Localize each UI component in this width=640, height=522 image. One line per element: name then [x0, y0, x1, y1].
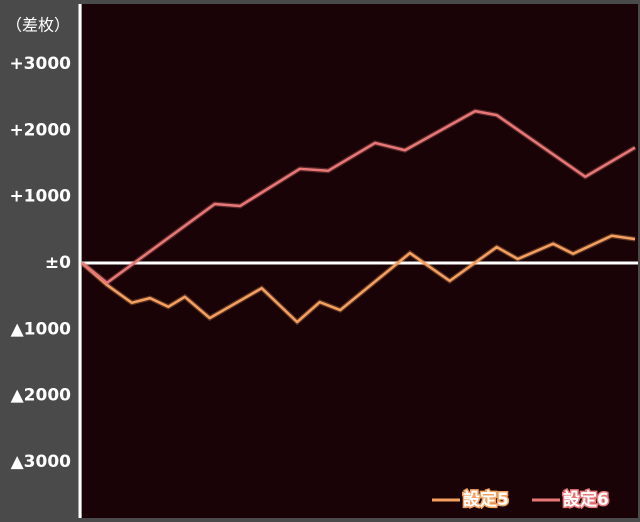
legend-label: 設定5	[463, 489, 509, 510]
plot-area	[82, 4, 638, 518]
series-line	[81, 234, 636, 324]
y-tick-label: ▲2000	[11, 386, 72, 406]
chart-title: （差枚）	[6, 16, 70, 35]
y-tick-label: +2000	[9, 120, 71, 140]
y-tick-label: ▲3000	[11, 452, 72, 472]
y-tick-label: ▲1000	[11, 319, 72, 339]
legend-label: 設定6	[563, 489, 609, 510]
series-line	[81, 109, 636, 285]
y-tick-label: +1000	[9, 187, 71, 207]
y-tick-label: +3000	[9, 54, 71, 74]
y-tick-label: ±0	[45, 253, 71, 273]
